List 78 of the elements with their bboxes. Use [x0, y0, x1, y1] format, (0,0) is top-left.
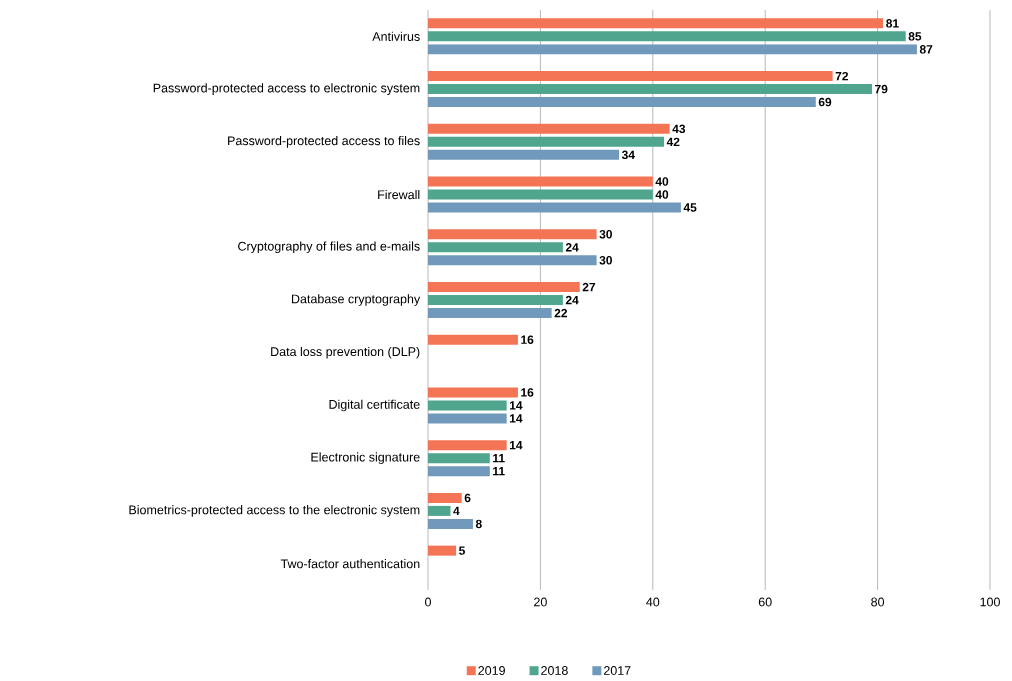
data-label: 34 [621, 150, 635, 160]
legend-label: 2019 [478, 666, 505, 675]
bar [428, 242, 563, 253]
data-label: 40 [655, 177, 669, 186]
y-tick-label: Password-protected access to electronic system [153, 83, 420, 95]
data-label: 8 [475, 519, 482, 529]
bar [428, 400, 507, 411]
data-label: 11 [493, 454, 505, 463]
legend-label: 2017 [603, 666, 631, 675]
bar [428, 413, 507, 424]
bar [428, 255, 597, 266]
y-tick-label: Password-protected access to files [228, 135, 420, 148]
y-tick-label: Two-factor authentication [280, 559, 420, 569]
bar [428, 97, 816, 108]
bar [428, 123, 670, 134]
x-tick-label: 60 [758, 597, 772, 607]
data-label: 72 [835, 71, 849, 81]
data-label: 11 [493, 467, 505, 476]
bar [428, 18, 884, 29]
bar [428, 334, 518, 345]
y-tick-label: Antivirus [372, 31, 420, 41]
bar [428, 71, 833, 82]
data-label: 14 [509, 401, 523, 410]
bar [428, 149, 620, 160]
bar [428, 308, 552, 319]
data-label: 42 [666, 137, 680, 147]
bar [428, 282, 580, 293]
y-tick-label: Electronic signature [311, 452, 420, 465]
x-tick-label: 20 [534, 597, 547, 607]
data-label: 6 [464, 493, 471, 503]
data-label: 4 [453, 506, 460, 516]
data-label: 45 [683, 203, 697, 212]
data-label: 24 [565, 243, 579, 252]
data-label: 30 [599, 230, 612, 239]
x-tick-label: 80 [871, 597, 885, 607]
bar [428, 453, 490, 464]
bar [428, 295, 563, 305]
x-tick-label: 100 [980, 597, 1000, 607]
data-label: 43 [672, 124, 686, 134]
data-label: 16 [521, 388, 534, 397]
bar [428, 518, 473, 529]
bar [428, 545, 457, 556]
y-tick-label: Firewall [378, 189, 420, 200]
bar [428, 31, 906, 42]
legend-label: 2018 [541, 666, 568, 675]
bar [428, 44, 917, 55]
bar [428, 136, 665, 147]
data-label: 69 [818, 97, 832, 107]
y-tick-label: Data loss prevention (DLP) [271, 346, 420, 359]
bar [428, 387, 518, 398]
bar [428, 189, 653, 200]
data-label: 5 [459, 546, 465, 555]
bar [428, 440, 507, 451]
data-label: 14 [509, 414, 523, 423]
x-tick-label: 40 [646, 597, 660, 607]
data-label: 22 [554, 308, 568, 318]
data-label: 40 [655, 190, 669, 199]
bar [428, 202, 681, 213]
data-label: 30 [599, 256, 612, 265]
bar [428, 466, 490, 477]
bar [428, 84, 872, 95]
bar [428, 492, 462, 503]
y-tick-label: Digital certificate [329, 399, 420, 412]
data-label: 85 [908, 32, 922, 41]
bar [428, 229, 597, 240]
bar [428, 176, 653, 187]
data-label: 27 [582, 282, 596, 292]
data-label: 87 [919, 45, 933, 54]
y-tick-label: Database cryptography [291, 294, 421, 306]
data-label: 16 [521, 335, 534, 344]
data-label: 14 [509, 441, 523, 450]
y-tick-label: Cryptography of files and e-mails [238, 241, 420, 254]
x-tick-label: 0 [425, 597, 431, 607]
data-label: 79 [875, 84, 888, 94]
data-label: 81 [886, 19, 899, 28]
data-label: 24 [565, 295, 579, 305]
y-tick-label: Biometrics-protected access to the electronic system [129, 505, 420, 517]
bar [428, 505, 451, 516]
